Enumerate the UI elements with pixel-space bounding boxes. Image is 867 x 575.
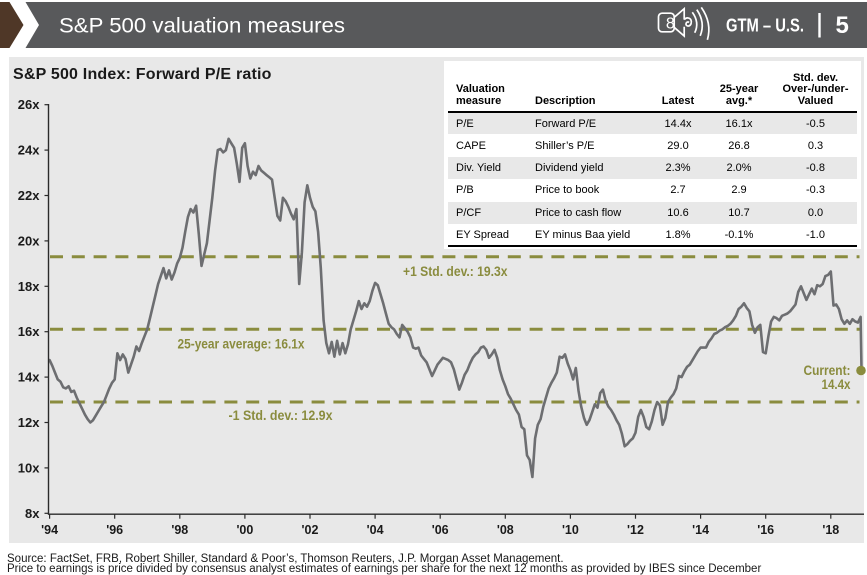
- svg-text:'16: '16: [757, 523, 774, 537]
- svg-text:8: 8: [666, 15, 675, 32]
- svg-text:+1 Std. dev.: 19.3x: +1 Std. dev.: 19.3x: [403, 264, 508, 279]
- svg-text:'18: '18: [822, 523, 839, 537]
- svg-text:'96: '96: [106, 523, 123, 537]
- svg-text:8x: 8x: [25, 506, 40, 521]
- svg-text:'14: '14: [692, 523, 709, 537]
- svg-text:Current:: Current:: [804, 363, 851, 378]
- svg-text:'10: '10: [562, 523, 579, 537]
- svg-text:S&P 500 valuation measures: S&P 500 valuation measures: [59, 15, 345, 38]
- svg-text:'00: '00: [236, 523, 253, 537]
- svg-text:5: 5: [836, 12, 849, 39]
- svg-text:14x: 14x: [18, 370, 40, 385]
- svg-text:'08: '08: [497, 523, 514, 537]
- svg-text:18x: 18x: [18, 279, 40, 294]
- svg-text:-1 Std. dev.: 12.9x: -1 Std. dev.: 12.9x: [229, 408, 333, 423]
- svg-text:16x: 16x: [18, 324, 40, 339]
- svg-text:'04: '04: [367, 523, 384, 537]
- svg-text:14.4x: 14.4x: [822, 377, 851, 392]
- svg-text:'02: '02: [302, 523, 319, 537]
- svg-text:'06: '06: [432, 523, 449, 537]
- svg-text:'12: '12: [627, 523, 644, 537]
- svg-text:'94: '94: [41, 523, 58, 537]
- svg-text:10x: 10x: [18, 460, 40, 475]
- svg-text:'98: '98: [171, 523, 188, 537]
- svg-text:25-year average: 16.1x: 25-year average: 16.1x: [178, 337, 305, 352]
- svg-text:22x: 22x: [18, 188, 40, 203]
- svg-text:GTM – U.S.: GTM – U.S.: [726, 15, 804, 36]
- svg-text:24x: 24x: [18, 143, 40, 158]
- svg-text:12x: 12x: [18, 415, 40, 430]
- svg-text:20x: 20x: [18, 233, 40, 248]
- svg-text:26x: 26x: [18, 97, 40, 112]
